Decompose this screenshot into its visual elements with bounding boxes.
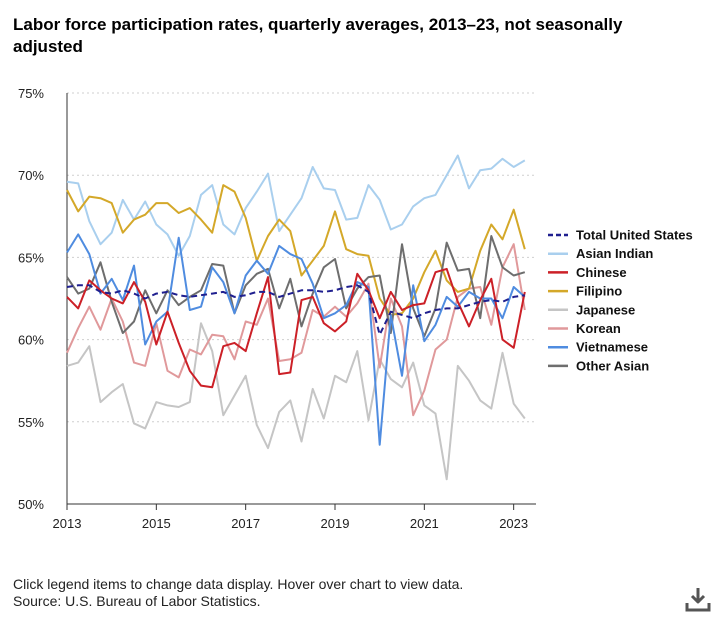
legend-item-korean[interactable]: Korean — [548, 321, 621, 336]
chart[interactable]: 50% 55% 60% 65% 70% 75% 2013 2015 2017 2019 2021 20… — [0, 0, 715, 570]
legend-item-filipino[interactable]: Filipino — [548, 284, 622, 299]
legend-label: Vietnamese — [576, 340, 648, 355]
legend-label: Asian Indian — [576, 246, 653, 261]
chart-source: Source: U.S. Bureau of Labor Statistics. — [13, 593, 261, 609]
legend-item-other-asian[interactable]: Other Asian — [548, 358, 649, 373]
y-tick-label: 65% — [18, 250, 44, 265]
legend-label: Filipino — [576, 284, 622, 299]
y-tick-label: 70% — [18, 168, 44, 183]
legend-label: Korean — [576, 321, 621, 336]
y-tick-label: 55% — [18, 415, 44, 430]
legend-label: Japanese — [576, 302, 635, 317]
x-tick-label: 2023 — [499, 516, 528, 531]
x-tick-label: 2021 — [410, 516, 439, 531]
series-line-korean[interactable] — [66, 243, 526, 417]
plot-area[interactable] — [66, 154, 526, 481]
series-line-other-asian[interactable] — [66, 235, 526, 338]
legend-label: Total United States — [576, 228, 693, 243]
legend-item-chinese[interactable]: Chinese — [548, 265, 627, 280]
legend-item-japanese[interactable]: Japanese — [548, 302, 635, 317]
chart-title: Labor force participation rates, quarter… — [13, 15, 623, 56]
series-line-japanese[interactable] — [66, 322, 526, 481]
legend-item-total-united-states[interactable]: Total United States — [548, 228, 693, 243]
series-line-asian-indian[interactable] — [66, 154, 526, 257]
chart-instructions: Click legend items to change data displa… — [13, 576, 464, 592]
legend-label: Chinese — [576, 265, 627, 280]
y-tick-label: 75% — [18, 86, 44, 101]
x-tick-label: 2017 — [231, 516, 260, 531]
series-line-total-united-states[interactable] — [66, 284, 525, 336]
legend-item-asian-indian[interactable]: Asian Indian — [548, 246, 653, 261]
series-line-chinese[interactable] — [66, 267, 526, 389]
x-tick-label: 2015 — [142, 516, 171, 531]
legend-item-vietnamese[interactable]: Vietnamese — [548, 340, 648, 355]
y-tick-label: 50% — [18, 497, 44, 512]
y-tick-label: 60% — [18, 333, 44, 348]
x-tick-label: 2019 — [321, 516, 350, 531]
legend[interactable]: Total United States Asian Indian Chinese Fi… — [548, 228, 693, 374]
legend-label: Other Asian — [576, 358, 649, 373]
series-line-vietnamese[interactable] — [66, 233, 526, 446]
x-tick-label: 2013 — [53, 516, 82, 531]
series-line-filipino[interactable] — [66, 184, 526, 316]
download-icon[interactable] — [684, 585, 712, 613]
footer: Click legend items to change data displa… — [13, 576, 463, 610]
grid — [67, 92, 536, 423]
axes: 50% 55% 60% 65% 70% 75% 2013 2015 2017 2019 2021 20… — [18, 86, 536, 531]
